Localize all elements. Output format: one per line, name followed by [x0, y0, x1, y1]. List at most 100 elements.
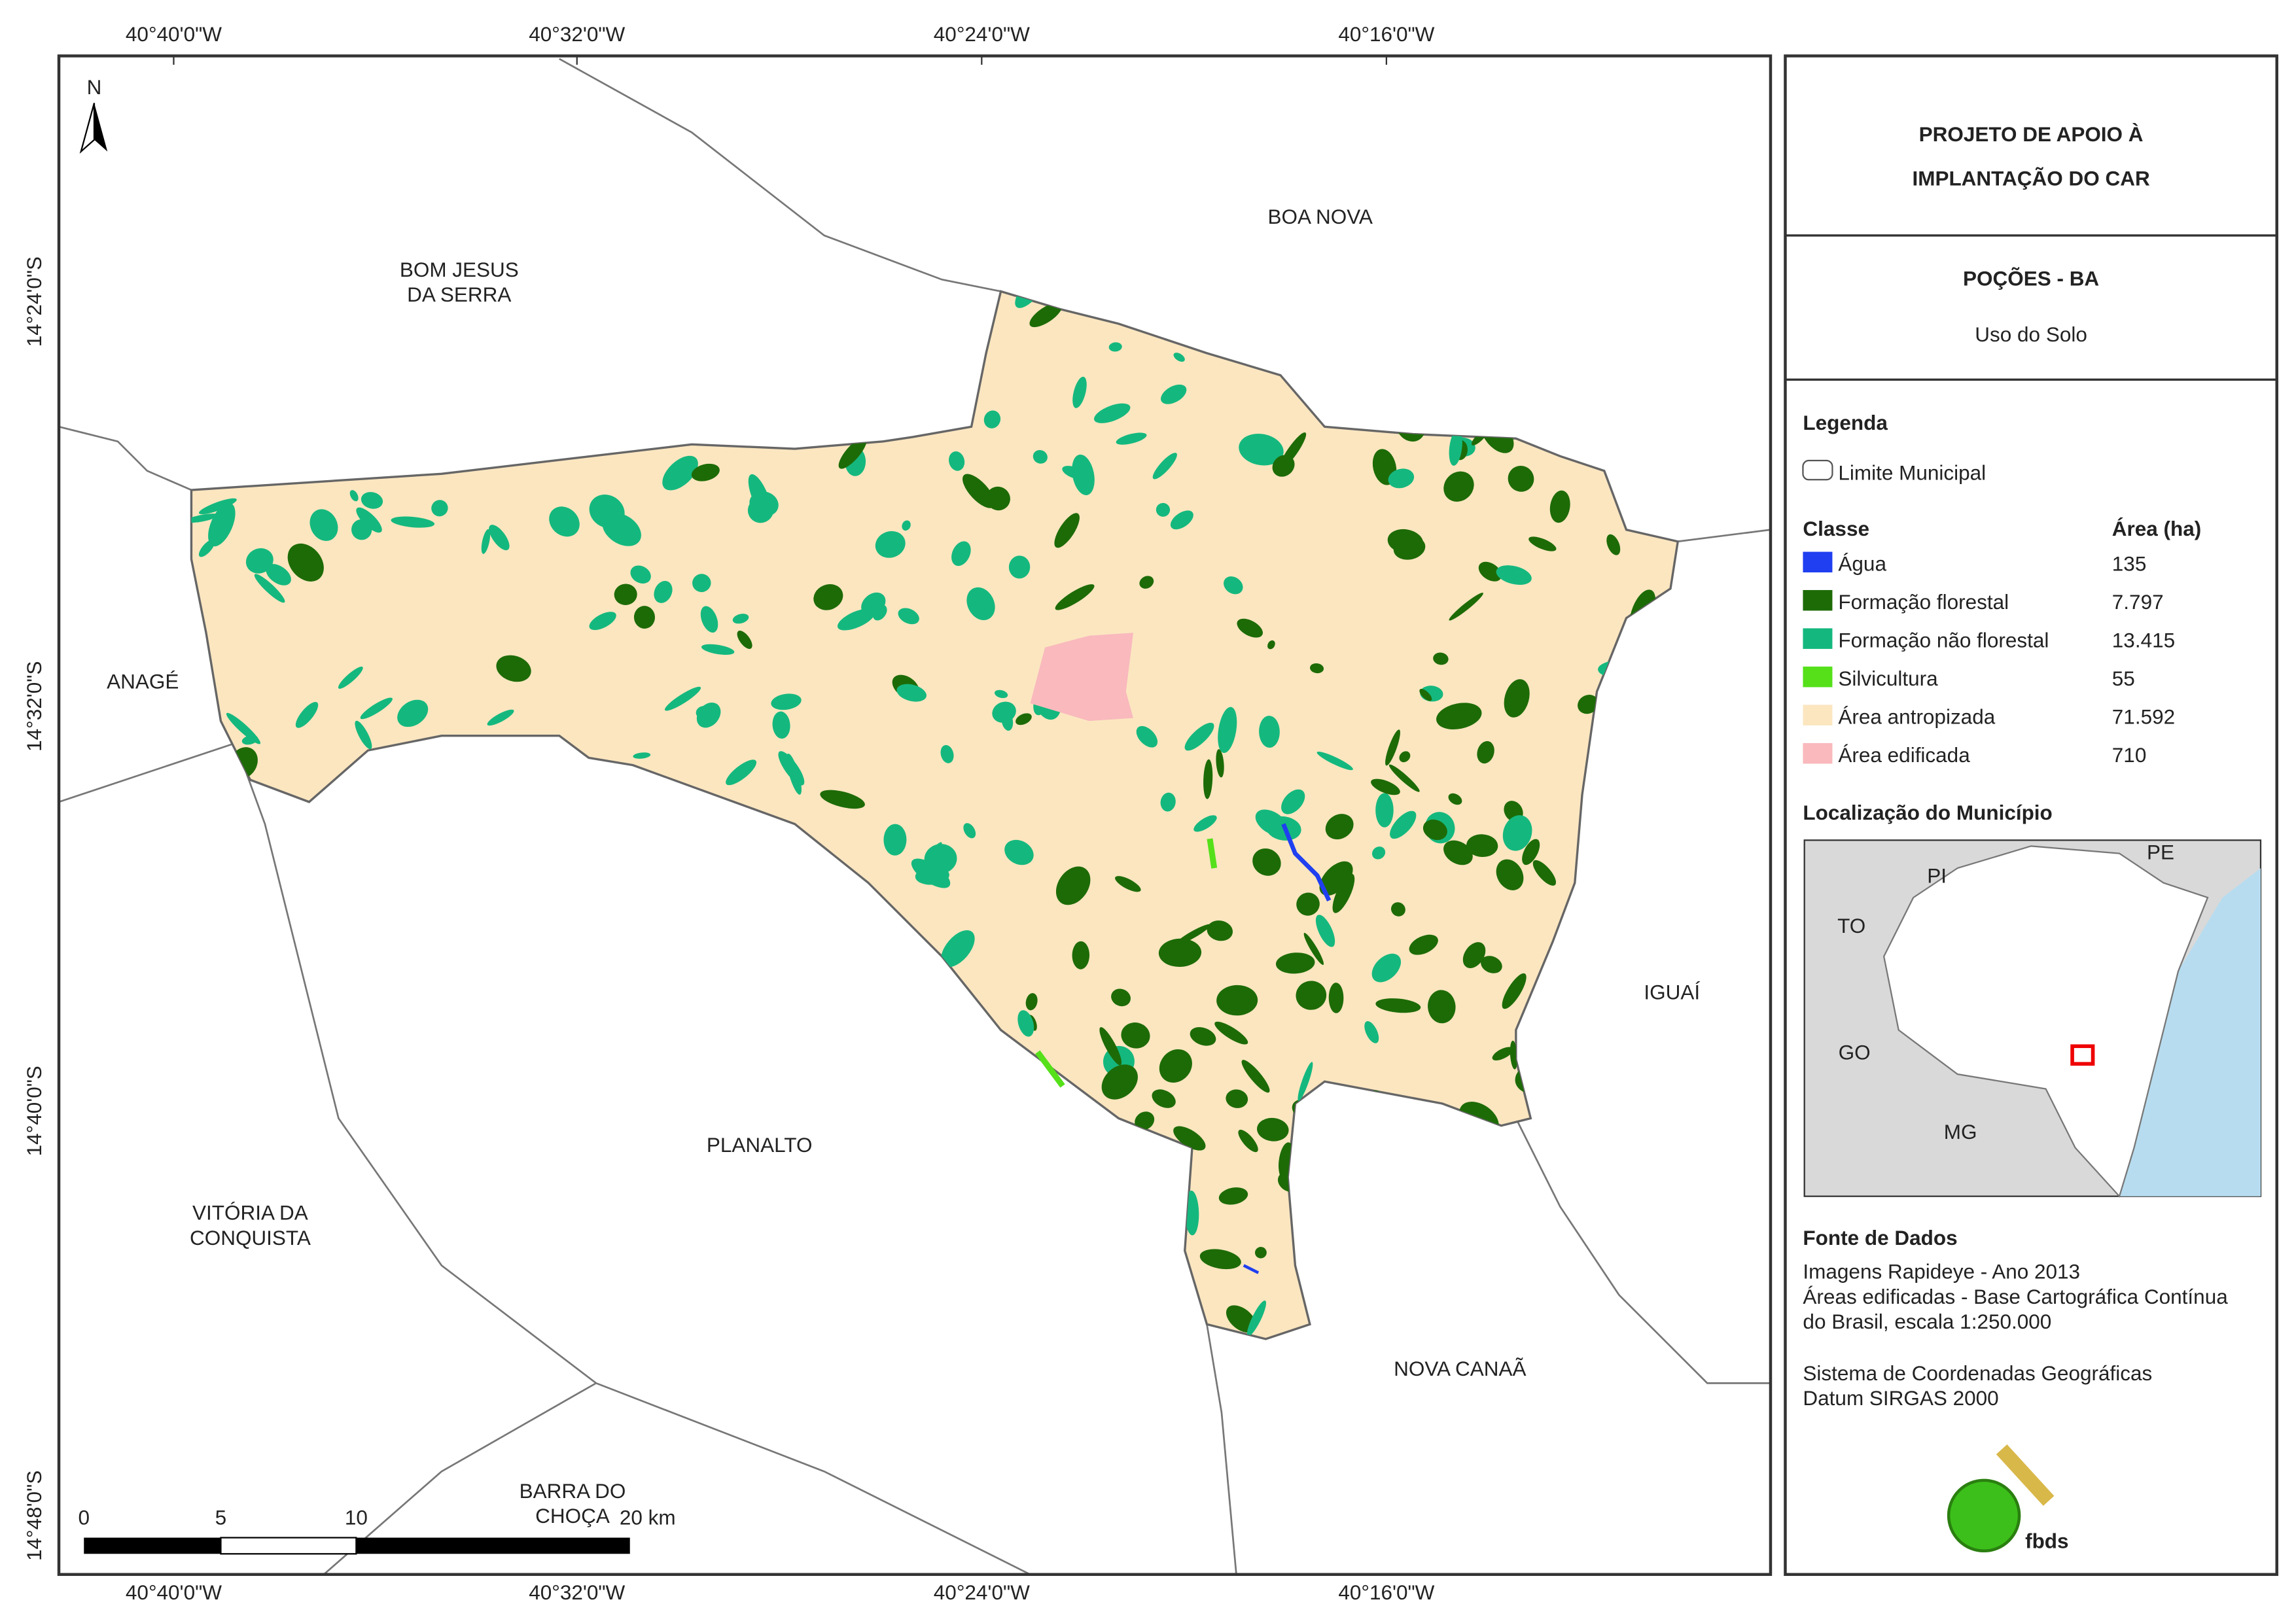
land-patch	[1108, 342, 1122, 352]
legend-swatch	[1803, 628, 1833, 649]
land-patch	[241, 735, 258, 745]
land-patch	[1315, 915, 1335, 947]
land-patch	[1207, 920, 1233, 941]
land-patch	[1152, 453, 1177, 480]
land-patch	[1033, 449, 1048, 464]
land-patch	[1203, 759, 1213, 799]
land-patch	[1016, 713, 1032, 725]
land-patch	[1094, 403, 1131, 423]
scale-label: 10	[345, 1505, 368, 1529]
legend-swatch	[1803, 666, 1833, 688]
silviculture	[1035, 1050, 1065, 1088]
land-patch	[1325, 814, 1354, 840]
land-patch	[1496, 565, 1532, 585]
land-patch	[1532, 860, 1557, 886]
land-patch	[1241, 1060, 1270, 1093]
sources-line: Sistema de Coordenadas Geográficas	[1803, 1361, 2152, 1385]
land-patch	[1252, 848, 1281, 876]
land-patch	[1549, 490, 1570, 523]
land-patch	[1275, 952, 1315, 974]
land-patch	[1174, 924, 1211, 946]
land-patch	[1214, 1021, 1248, 1045]
land-patch	[1422, 819, 1447, 841]
land-patch	[1267, 640, 1275, 650]
land-patch	[1015, 291, 1046, 308]
inset-locator	[2070, 1044, 2095, 1066]
coord-label: 14°40'0"S	[22, 1066, 46, 1156]
boundary-swatch	[1802, 459, 1833, 481]
land-patch	[1072, 941, 1090, 969]
land-patch	[1216, 985, 1258, 1016]
land-patch	[1193, 815, 1217, 832]
land-patch	[732, 614, 749, 624]
land-patch	[1152, 1089, 1176, 1108]
scale-label: 20 km	[620, 1505, 676, 1529]
land-patch	[872, 604, 887, 621]
panel-frame	[1784, 54, 2278, 1577]
land-patch	[1388, 764, 1420, 792]
land-patch	[1055, 584, 1095, 610]
legend-heading: Legenda	[1803, 411, 1888, 434]
land-patch	[1466, 834, 1498, 858]
land-patch	[1390, 902, 1405, 916]
place-label: IGUAÍ	[1644, 980, 1700, 1003]
land-patch	[1173, 1126, 1206, 1151]
land-patch	[838, 437, 867, 469]
land-patch	[837, 608, 875, 631]
land-patch	[1481, 956, 1502, 973]
land-patch	[1502, 815, 1532, 851]
land-patch	[1433, 652, 1449, 665]
land-patch	[198, 498, 237, 515]
legend-label: Área edificada	[1838, 743, 1970, 767]
land-patch	[487, 709, 514, 726]
place-label: ANAGÉ	[107, 670, 179, 693]
land-patch	[1375, 793, 1394, 828]
land-patch	[1296, 892, 1320, 916]
land-patch	[813, 584, 843, 610]
land-patch	[489, 525, 510, 551]
coord-label: 40°24'0"W	[934, 1580, 1030, 1604]
land-patch	[1226, 1089, 1248, 1108]
land-patch	[1218, 1187, 1248, 1205]
land-patch	[496, 655, 531, 682]
land-patch	[1502, 973, 1527, 1009]
coord-label: 40°40'0"W	[126, 22, 222, 46]
inset-label: PE	[2147, 841, 2174, 864]
land-patch	[772, 711, 790, 739]
land-patch	[951, 541, 971, 567]
land-patch	[748, 474, 771, 518]
land-patch	[983, 410, 1001, 428]
land-patch	[963, 823, 976, 839]
land-patch	[1115, 876, 1141, 892]
land-patch	[1371, 953, 1402, 983]
land-patch	[431, 500, 448, 517]
land-patch	[883, 824, 907, 856]
land-patch	[355, 720, 372, 750]
land-patch	[1170, 510, 1193, 530]
land-patch	[1443, 471, 1474, 502]
place-label: CONQUISTA	[190, 1226, 311, 1249]
legend-label: Silvicultura	[1838, 667, 1938, 690]
land-patch	[940, 744, 954, 763]
land-patch	[1054, 513, 1080, 548]
land-patch	[1448, 793, 1462, 805]
land-patch	[589, 612, 616, 631]
coord-label: 40°16'0"W	[1338, 22, 1434, 46]
land-patch	[1504, 679, 1530, 718]
land-patch	[692, 574, 711, 593]
land-patch	[208, 502, 236, 547]
land-patch	[1254, 1247, 1267, 1259]
land-patch	[1428, 990, 1456, 1024]
legend-area: 135	[2112, 552, 2147, 576]
land-patch	[896, 684, 927, 702]
land-patch	[633, 752, 651, 759]
land-patch	[602, 512, 641, 546]
legend-swatch	[1803, 742, 1833, 764]
land-patch	[995, 689, 1008, 699]
land-patch	[1025, 993, 1038, 1011]
land-patch	[701, 644, 735, 655]
land-patch	[662, 455, 698, 491]
land-patch	[1522, 839, 1540, 865]
land-patch	[726, 759, 757, 786]
title: PROJETO DE APOIO À	[1919, 122, 2144, 146]
